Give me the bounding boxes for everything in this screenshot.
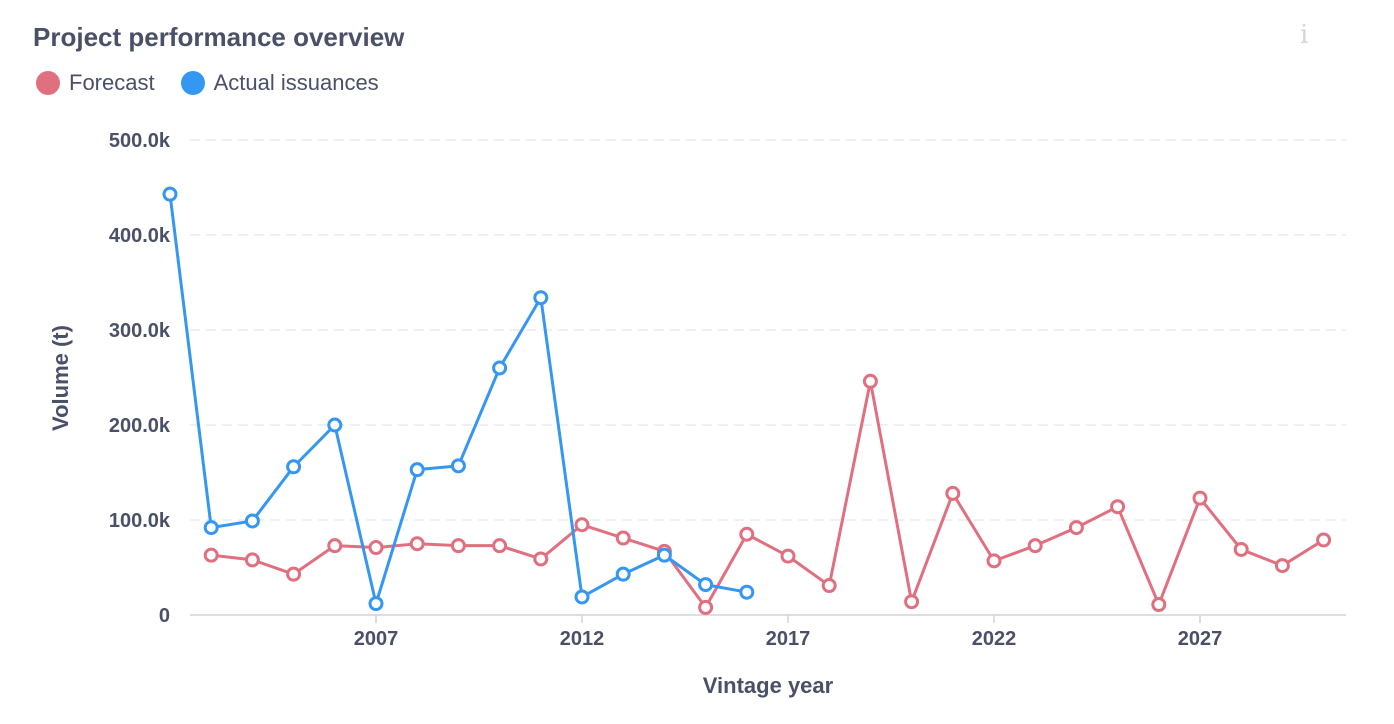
data-point-forecast <box>1151 597 1167 613</box>
y-tick-label: 400.0k <box>109 225 171 247</box>
data-point-forecast <box>615 530 631 546</box>
data-point-forecast <box>1110 499 1126 515</box>
data-point-forecast <box>945 485 961 501</box>
y-tick-label: 500.0k <box>109 130 171 152</box>
y-tick-label: 200.0k <box>109 415 171 437</box>
legend-item-forecast[interactable]: Forecast <box>36 70 155 96</box>
x-tick-label: 2027 <box>1178 628 1223 650</box>
data-point-forecast <box>739 526 755 542</box>
data-point-forecast <box>574 517 590 533</box>
x-tick-label: 2017 <box>766 628 811 650</box>
data-point-actual-issuances <box>327 417 343 433</box>
y-tick-label: 100.0k <box>109 510 171 532</box>
data-point-actual-issuances <box>698 577 714 593</box>
legend-dot-actual-issuances <box>180 71 205 95</box>
legend-dot-forecast <box>36 71 60 95</box>
data-point-forecast <box>780 548 796 564</box>
data-point-forecast <box>244 552 260 568</box>
data-point-forecast <box>904 594 920 610</box>
data-point-forecast <box>698 599 714 615</box>
data-point-forecast <box>986 553 1002 569</box>
series-line-forecast <box>211 379 1325 609</box>
data-point-actual-issuances <box>739 584 755 600</box>
data-point-actual-issuances <box>368 596 384 612</box>
data-point-forecast <box>1316 532 1332 548</box>
data-point-forecast <box>862 373 878 389</box>
data-point-forecast <box>1027 538 1043 554</box>
y-tick-label: 300.0k <box>109 320 171 342</box>
legend-label-forecast: Forecast <box>69 70 155 95</box>
data-point-forecast <box>1233 541 1249 557</box>
legend-item-actual-issuances[interactable]: Actual issuances <box>180 70 379 96</box>
data-point-actual-issuances <box>533 290 549 306</box>
data-point-forecast <box>821 578 837 594</box>
data-point-actual-issuances <box>450 458 466 474</box>
data-point-forecast <box>1192 490 1208 506</box>
data-point-actual-issuances <box>203 520 219 536</box>
y-axis-title: Volume (t) <box>48 325 73 431</box>
info-icon[interactable]: i <box>1300 20 1309 50</box>
x-tick-label: 2022 <box>972 628 1017 650</box>
chart-title: Project performance overview <box>33 22 405 52</box>
legend: Forecast Actual issuances <box>36 70 379 96</box>
x-axis-title: Vintage year <box>703 673 834 698</box>
data-point-forecast <box>492 538 508 554</box>
data-point-actual-issuances <box>656 547 672 563</box>
data-point-actual-issuances <box>244 513 260 529</box>
x-tick-label: 2007 <box>354 628 399 650</box>
data-point-forecast <box>368 540 384 556</box>
y-tick-label: 0 <box>159 605 170 627</box>
data-point-actual-issuances <box>409 462 425 478</box>
data-point-forecast <box>327 538 343 554</box>
data-point-actual-issuances <box>286 459 302 475</box>
data-point-forecast <box>533 551 549 567</box>
legend-label-actual-issuances: Actual issuances <box>213 70 379 95</box>
x-tick-label: 2012 <box>560 628 605 650</box>
data-point-forecast <box>203 547 219 563</box>
data-point-forecast <box>1068 520 1084 536</box>
data-point-actual-issuances <box>574 589 590 605</box>
data-point-forecast <box>450 538 466 554</box>
data-point-forecast <box>286 566 302 582</box>
data-point-forecast <box>409 536 425 552</box>
data-point-actual-issuances <box>492 360 508 376</box>
data-point-actual-issuances <box>162 186 178 202</box>
data-point-actual-issuances <box>615 566 631 582</box>
data-point-forecast <box>1274 558 1290 574</box>
